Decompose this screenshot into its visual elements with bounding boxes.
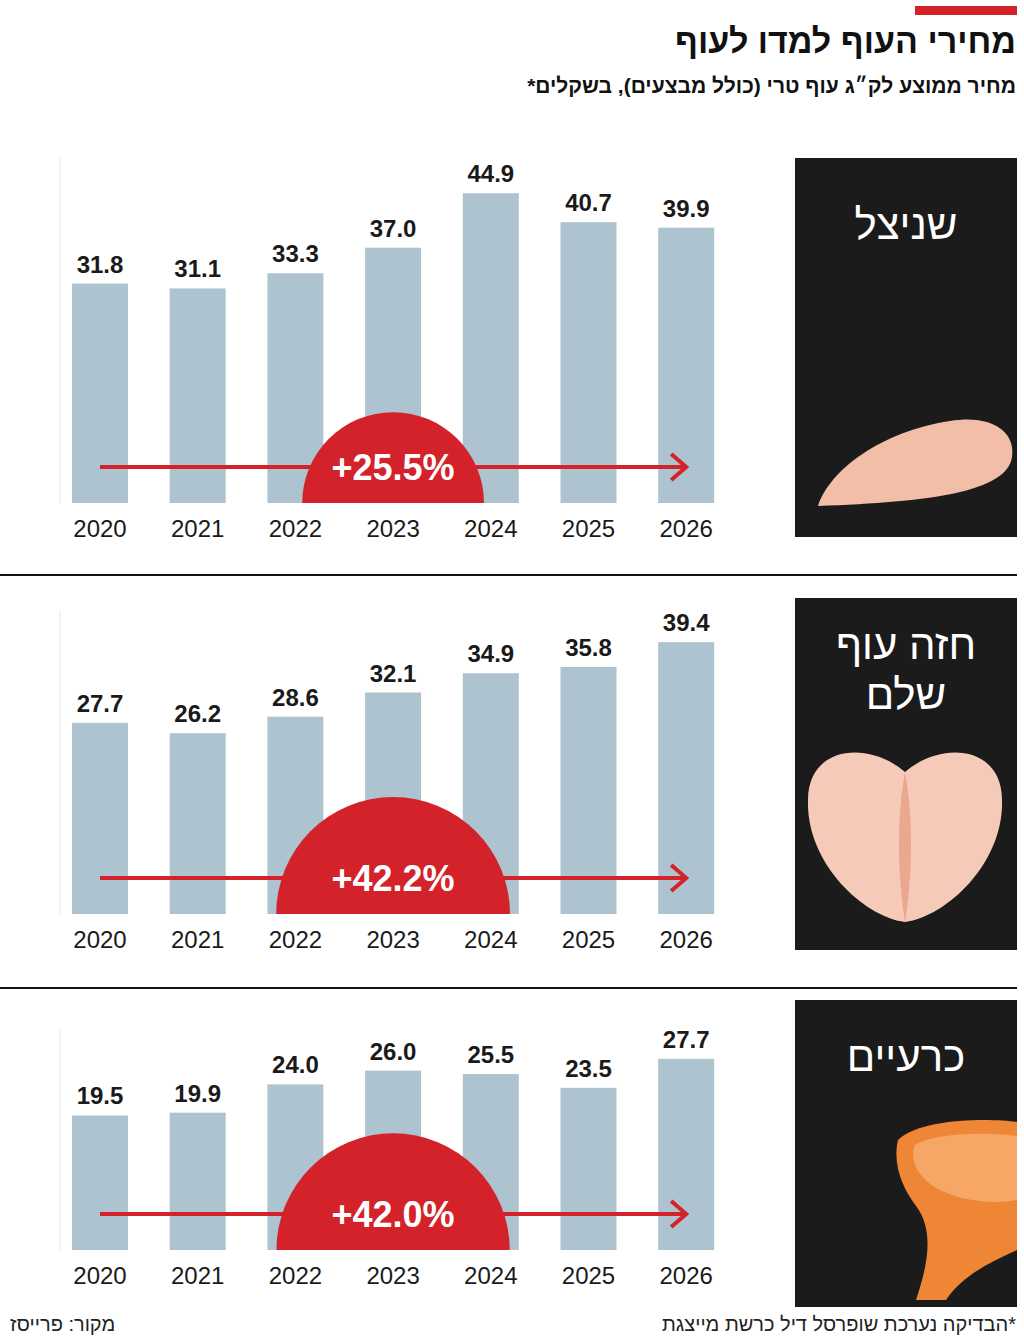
x-tick-label: 2022 — [269, 1262, 322, 1289]
arrow-head — [671, 865, 686, 891]
value-axis — [60, 158, 61, 503]
separator — [0, 574, 1017, 576]
data-label: 35.8 — [565, 634, 612, 661]
data-label: 39.4 — [663, 609, 710, 636]
x-tick-label: 2022 — [269, 515, 322, 542]
panel-title: חזה עוף שלם — [821, 620, 991, 720]
x-tick-label: 2021 — [171, 926, 224, 953]
name-box — [795, 158, 1017, 537]
bar — [170, 1113, 226, 1250]
x-tick-label: 2025 — [562, 1262, 615, 1289]
bar — [561, 1088, 617, 1250]
x-tick-label: 2020 — [73, 515, 126, 542]
name-box — [795, 598, 1017, 950]
data-label: 31.8 — [77, 251, 124, 278]
panel-title: כרעיים — [821, 1032, 991, 1082]
x-tick-label: 2021 — [171, 1262, 224, 1289]
arrow-head — [671, 454, 686, 480]
bar — [658, 228, 714, 503]
bar — [72, 284, 128, 503]
legs-icon-highlight — [913, 1134, 1017, 1202]
data-label: 27.7 — [77, 690, 124, 717]
panel: 27.7 26.2 28.6 32.1 34.9 35.8 39.4 2020 2021 2022… — [60, 609, 714, 953]
panel: 19.5 19.9 24.0 26.0 25.5 23.5 27.7 2020 2021 2022… — [60, 1026, 714, 1289]
bars — [72, 193, 714, 503]
data-label: 32.1 — [370, 660, 417, 687]
panel-title: שניצל — [821, 200, 991, 250]
x-tick-label: 2021 — [171, 515, 224, 542]
bars — [72, 1059, 714, 1250]
data-label: 26.0 — [370, 1038, 417, 1065]
footnote: *הבדיקה נערכת שופרסל דיל כרשת מייצגת — [662, 1313, 1016, 1336]
bars — [72, 642, 714, 914]
x-tick-label: 2022 — [269, 926, 322, 953]
data-label: 27.7 — [663, 1026, 710, 1053]
data-label: 28.6 — [272, 684, 319, 711]
bar — [170, 733, 226, 914]
source: מקור: פרייסז — [10, 1313, 115, 1336]
data-label: 26.2 — [174, 700, 221, 727]
title: מחירי העוף למדו לעוף — [675, 22, 1016, 61]
change-semicircle — [276, 797, 510, 914]
x-tick-label: 2023 — [366, 515, 419, 542]
name-box — [795, 1000, 1017, 1307]
x-tick-label: 2025 — [562, 926, 615, 953]
breast-icon-seam — [899, 772, 911, 922]
change-label: +42.0% — [332, 1194, 455, 1235]
subtitle: מחיר ממוצע לק״ג עוף טרי (כולל מבצעים), ב… — [527, 74, 1016, 98]
x-tick-label: 2023 — [366, 926, 419, 953]
x-tick-label: 2026 — [660, 515, 713, 542]
data-label: 37.0 — [370, 215, 417, 242]
change-semicircle — [276, 1133, 509, 1250]
header-accent — [915, 6, 1017, 15]
change-label: +25.5% — [332, 447, 455, 488]
change-semicircle — [302, 412, 484, 503]
data-label: 19.9 — [174, 1080, 221, 1107]
data-label: 40.7 — [565, 189, 612, 216]
x-tick-label: 2023 — [366, 1262, 419, 1289]
x-tick-label: 2024 — [464, 926, 517, 953]
legs-icon — [896, 1120, 1017, 1300]
data-label: 23.5 — [565, 1055, 612, 1082]
schnitzel-icon — [818, 419, 1012, 506]
x-tick-label: 2020 — [73, 1262, 126, 1289]
x-tick-label: 2020 — [73, 926, 126, 953]
x-tick-label: 2026 — [660, 1262, 713, 1289]
bar — [561, 222, 617, 503]
bar — [658, 1059, 714, 1250]
icons — [808, 419, 1017, 1300]
x-tick-label: 2025 — [562, 515, 615, 542]
data-label: 31.1 — [174, 255, 221, 282]
change-label: +42.2% — [332, 858, 455, 899]
data-label: 24.0 — [272, 1051, 319, 1078]
bar — [658, 642, 714, 914]
data-label: 39.9 — [663, 195, 710, 222]
value-axis — [60, 610, 61, 914]
value-axis — [60, 1029, 61, 1250]
bar — [170, 288, 226, 503]
x-tick-label: 2024 — [464, 515, 517, 542]
breast-icon — [808, 752, 1002, 922]
data-label: 25.5 — [467, 1041, 514, 1068]
separator — [0, 987, 1017, 989]
data-label: 19.5 — [77, 1082, 124, 1109]
data-label: 33.3 — [272, 240, 319, 267]
bar — [463, 193, 519, 503]
bar — [72, 723, 128, 914]
arrow-head — [671, 1201, 686, 1227]
x-tick-label: 2026 — [660, 926, 713, 953]
data-label: 44.9 — [467, 160, 514, 187]
data-label: 34.9 — [467, 640, 514, 667]
panel: 31.8 31.1 33.3 37.0 44.9 40.7 39.9 2020 2021 2022… — [60, 158, 714, 542]
bar — [72, 1115, 128, 1250]
x-tick-label: 2024 — [464, 1262, 517, 1289]
